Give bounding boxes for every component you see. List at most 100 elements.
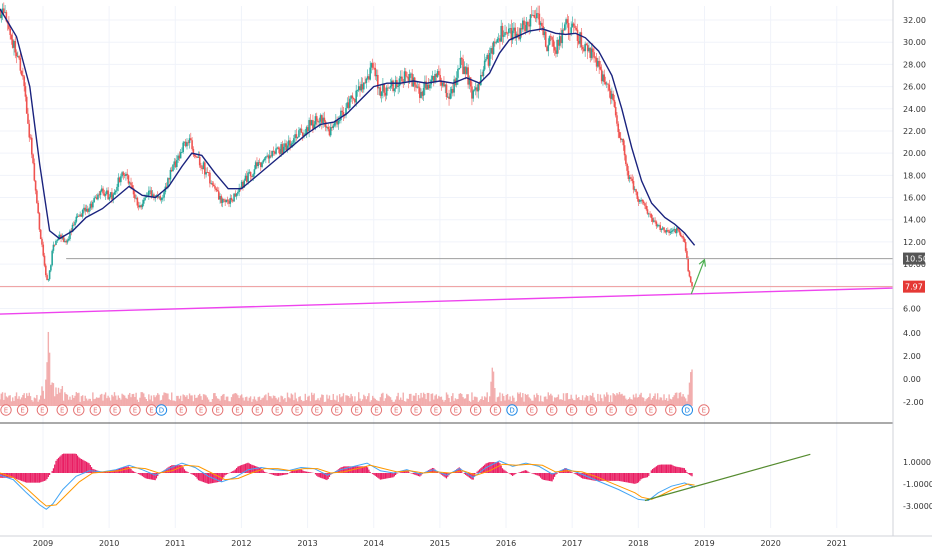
macd-histogram-bar xyxy=(613,473,616,481)
candle-body xyxy=(198,156,201,166)
volume-bar xyxy=(262,397,265,406)
macd-histogram-bar xyxy=(579,473,581,477)
volume-bar xyxy=(416,401,418,406)
volume-bar xyxy=(219,400,221,406)
macd-histogram-bar xyxy=(490,462,492,473)
macd-histogram-bar xyxy=(80,458,83,473)
volume-bar xyxy=(569,398,571,406)
volume-bar xyxy=(388,396,390,406)
earnings-marker xyxy=(231,404,244,416)
candle-body xyxy=(417,86,420,88)
earnings-marker xyxy=(410,404,422,416)
candle-body xyxy=(0,8,1,19)
volume-bar xyxy=(192,401,195,406)
candle-body xyxy=(477,83,480,92)
volume-bar xyxy=(621,393,623,406)
candle-body xyxy=(492,41,495,54)
candle-body xyxy=(228,200,230,204)
candle-body xyxy=(476,87,478,92)
volume-bar xyxy=(626,400,628,406)
volume-bar xyxy=(405,401,407,406)
volume-bar xyxy=(581,395,584,406)
macd-histogram-bar xyxy=(522,471,524,473)
candle-body xyxy=(151,194,154,197)
candle-body xyxy=(212,184,215,187)
year-tick-label: 2020 xyxy=(760,539,780,548)
candle-body xyxy=(174,161,177,168)
candle-body xyxy=(562,29,565,31)
candle-body xyxy=(162,197,164,199)
candle-body xyxy=(19,58,22,71)
volume-bar xyxy=(600,398,603,406)
candle-body xyxy=(242,181,244,188)
volume-bar xyxy=(368,393,370,406)
volume-bar xyxy=(137,401,140,406)
macd-histogram-bar xyxy=(559,471,561,473)
candle-body xyxy=(112,194,115,200)
candle-body xyxy=(616,115,618,124)
macd-tick-label: -1.0000 xyxy=(903,480,932,489)
macd-histogram-bar xyxy=(275,473,277,476)
volume-bar xyxy=(429,401,431,406)
candle-body xyxy=(65,240,67,243)
volume-bar xyxy=(567,399,570,406)
candle-body xyxy=(141,203,144,208)
year-tick-label: 2019 xyxy=(694,539,714,548)
volume-bar xyxy=(609,395,612,406)
price-badge-label: 7.97 xyxy=(905,283,923,292)
volume-bar xyxy=(290,393,293,406)
time-axis[interactable]: 2009 2010 2011 2012 2013 2014 2015 2016 2017 2018… xyxy=(0,535,932,548)
earnings-marker xyxy=(526,404,538,416)
candle-body xyxy=(566,19,569,23)
macd-histogram-bar xyxy=(542,473,544,480)
candle-body xyxy=(127,175,130,184)
price-tick-label: 10.00 xyxy=(903,260,926,269)
candle-body xyxy=(478,83,481,86)
candle-body xyxy=(482,69,485,76)
candle-body xyxy=(134,194,136,199)
macd-histogram-bar xyxy=(518,472,520,473)
candle-body xyxy=(572,23,575,26)
volume-bar xyxy=(426,392,429,406)
year-tick-label: 2015 xyxy=(430,539,450,548)
volume-bar xyxy=(640,392,642,406)
macd-histogram-bar xyxy=(641,473,644,479)
candle-body xyxy=(584,43,586,52)
candle-body xyxy=(464,66,467,74)
macd-histogram-bar xyxy=(386,473,388,479)
candle-body xyxy=(140,205,143,208)
volume-bar xyxy=(160,399,163,406)
macd-histogram-bar xyxy=(415,473,417,476)
macd-histogram-bar xyxy=(31,473,33,483)
volume-bar xyxy=(523,401,525,406)
volume-bar xyxy=(658,399,660,406)
candle-body xyxy=(221,199,224,203)
macd-histogram-bar xyxy=(1,473,4,478)
event-marker-label: E xyxy=(530,407,534,415)
candle-body xyxy=(426,84,429,90)
candle-body xyxy=(122,172,125,176)
volume-bar xyxy=(676,392,678,406)
candle-body xyxy=(463,66,466,75)
candle-body xyxy=(509,28,511,29)
macd-histogram-bar xyxy=(197,473,200,481)
volume-bar xyxy=(574,400,576,406)
candle-body xyxy=(214,186,216,189)
volume-bar xyxy=(648,396,650,406)
candle-body xyxy=(195,156,197,157)
volume-bar xyxy=(257,397,259,406)
volume-bar xyxy=(296,401,299,406)
candle-body xyxy=(60,234,62,239)
candle-body xyxy=(673,228,676,230)
macd-histogram-bar xyxy=(131,470,133,473)
volume-bar xyxy=(398,399,401,406)
price-axis[interactable]: 32.0030.0028.0026.0024.0022.0020.0018.00… xyxy=(892,0,932,536)
volume-bar xyxy=(197,395,200,406)
event-marker-label: E xyxy=(133,407,137,415)
candle-body xyxy=(570,27,572,35)
candle-body xyxy=(528,24,530,27)
macd-histogram-bar xyxy=(145,473,147,479)
volume-bar xyxy=(543,396,546,406)
macd-histogram-bar xyxy=(263,471,266,473)
earnings-marker xyxy=(175,404,187,416)
